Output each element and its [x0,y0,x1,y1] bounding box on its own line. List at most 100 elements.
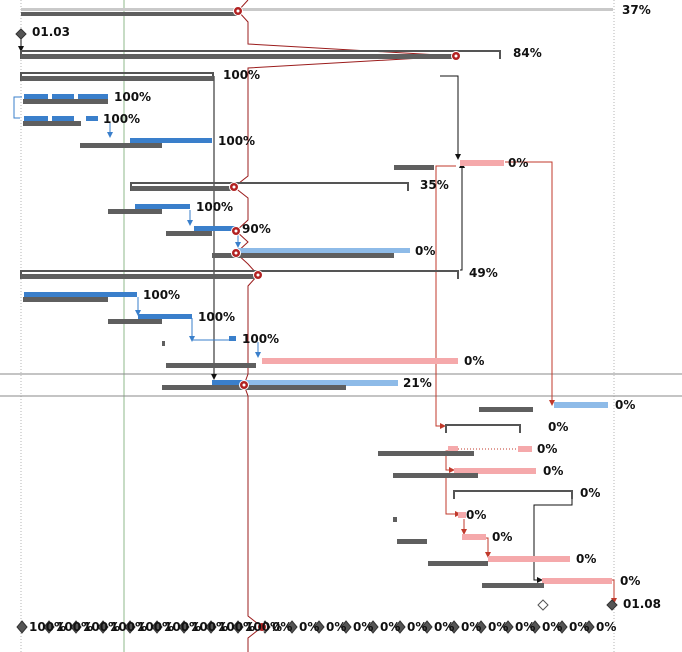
row-18-baseline[interactable] [479,407,533,412]
bottom-milestone-11[interactable] [313,620,325,634]
bottom-milestone-4[interactable] [124,620,136,634]
bottom-milestone-14[interactable] [394,620,406,634]
row-20-progress-label: 0% [537,442,558,456]
row-6-baseline[interactable] [80,143,162,148]
row-5-task-segment-3[interactable] [86,116,98,121]
row-15-task-bar[interactable] [229,336,236,341]
row-26-task-bar[interactable] [542,578,612,584]
row-5-task-segment-2[interactable] [52,116,74,121]
row-0-status-marker-center [236,9,240,13]
row-16-baseline[interactable] [166,363,256,368]
bottom-milestone-6[interactable] [178,620,190,634]
row-10-baseline[interactable] [166,231,212,236]
row-8-baseline[interactable] [131,186,234,191]
row-3-progress-label: 100% [223,68,261,82]
bottom-milestone-label-21: 0% [596,620,617,634]
row-14-progress-label: 100% [198,310,236,324]
bottom-milestone-18[interactable] [502,620,514,634]
row-20-task-segment-1[interactable] [448,446,458,452]
bottom-milestone-16[interactable] [448,620,460,634]
row-25-task-bar[interactable] [488,556,570,562]
bottom-milestone-label-11: 0% [326,620,347,634]
bottom-milestone-5[interactable] [151,620,163,634]
bottom-milestone-13[interactable] [367,620,379,634]
row-12-progress-label: 49% [469,266,498,280]
row-17-status-marker-center [242,383,246,387]
bottom-milestone-label-16: 0% [461,620,482,634]
bottom-milestone-10[interactable] [286,620,298,634]
row-27-milestone[interactable] [606,599,618,611]
row-17-task-remaining[interactable] [244,380,398,386]
row-21-task-bar[interactable] [454,468,536,474]
row-1-milestone[interactable] [15,28,27,40]
row-12-baseline[interactable] [21,274,258,279]
bottom-milestone-3[interactable] [97,620,109,634]
bottom-milestone-21[interactable] [583,620,595,634]
row-27-planned-milestone[interactable] [537,599,549,611]
row-19-summary-bar[interactable] [445,424,521,433]
bottom-milestone-2[interactable] [70,620,82,634]
bottom-milestone-7[interactable] [205,620,217,634]
row-3-baseline[interactable] [21,76,213,81]
row-10-task-bar[interactable] [194,226,236,231]
row-4-baseline[interactable] [23,99,108,104]
row-20-task-segment-2[interactable] [518,446,532,452]
row-17-baseline[interactable] [162,385,346,390]
bottom-milestone-0[interactable] [16,620,28,634]
row-26-baseline[interactable] [482,583,544,588]
row-24-task-bar[interactable] [462,534,486,540]
row-23-task-bar[interactable] [458,512,466,518]
row-15-baseline[interactable] [162,341,165,346]
row-7-baseline[interactable] [394,165,434,170]
row-16-task-bar[interactable] [262,358,458,364]
row-23-baseline[interactable] [393,517,397,522]
row-25-baseline[interactable] [428,561,488,566]
bottom-milestone-19[interactable] [529,620,541,634]
row-22-progress-label: 0% [580,486,601,500]
row-4-task-segment-3[interactable] [78,94,108,99]
row-18-progress-label: 0% [615,398,636,412]
row-24-baseline[interactable] [397,539,427,544]
row-5-baseline[interactable] [23,121,81,126]
row-0-baseline[interactable] [21,12,237,16]
bottom-milestone-label-19: 0% [542,620,563,634]
row-6-task-bar[interactable] [130,138,212,143]
row-17-progress-label: 21% [403,376,432,390]
row-13-task-bar[interactable] [24,292,137,297]
bottom-milestone-label-6: 100% [191,620,229,634]
row-20-baseline[interactable] [378,451,474,456]
row-2-status-marker-center [454,54,458,58]
row-0-progress-label: 37% [622,3,651,17]
row-2-baseline[interactable] [21,54,458,59]
progress-status-line [233,0,457,652]
row-18-task-bar[interactable] [554,402,608,408]
bottom-milestone-12[interactable] [340,620,352,634]
row-11-task-bar[interactable] [238,248,410,253]
row-0-summary-bar[interactable] [21,8,613,11]
row-14-baseline[interactable] [108,319,162,324]
row-7-task-bar[interactable] [460,160,504,166]
row-14-task-bar[interactable] [138,314,192,319]
bottom-milestone-8[interactable] [232,620,244,634]
row-4-task-segment-2[interactable] [52,94,74,99]
row-5-task-segment-1[interactable] [24,116,48,121]
row-16-progress-label: 0% [464,354,485,368]
row-4-task-segment-1[interactable] [24,94,48,99]
bottom-milestone-label-3: 100% [110,620,148,634]
row-9-baseline[interactable] [108,209,162,214]
row-17-task-progress[interactable] [212,380,244,386]
bottom-milestone-15[interactable] [421,620,433,634]
row-11-progress-label: 0% [415,244,436,258]
row-22-summary-bar[interactable] [453,490,573,499]
bottom-milestone-17[interactable] [475,620,487,634]
row-19-progress-label: 0% [548,420,569,434]
row-9-task-bar[interactable] [135,204,190,209]
bottom-milestone-label-10: 0% [299,620,320,634]
critical-arrowheads [440,400,617,604]
row-11-baseline[interactable] [212,253,394,258]
row-21-baseline[interactable] [393,473,478,478]
bottom-milestone-1[interactable] [43,620,55,634]
bottom-milestone-20[interactable] [556,620,568,634]
row-13-baseline[interactable] [23,297,108,302]
